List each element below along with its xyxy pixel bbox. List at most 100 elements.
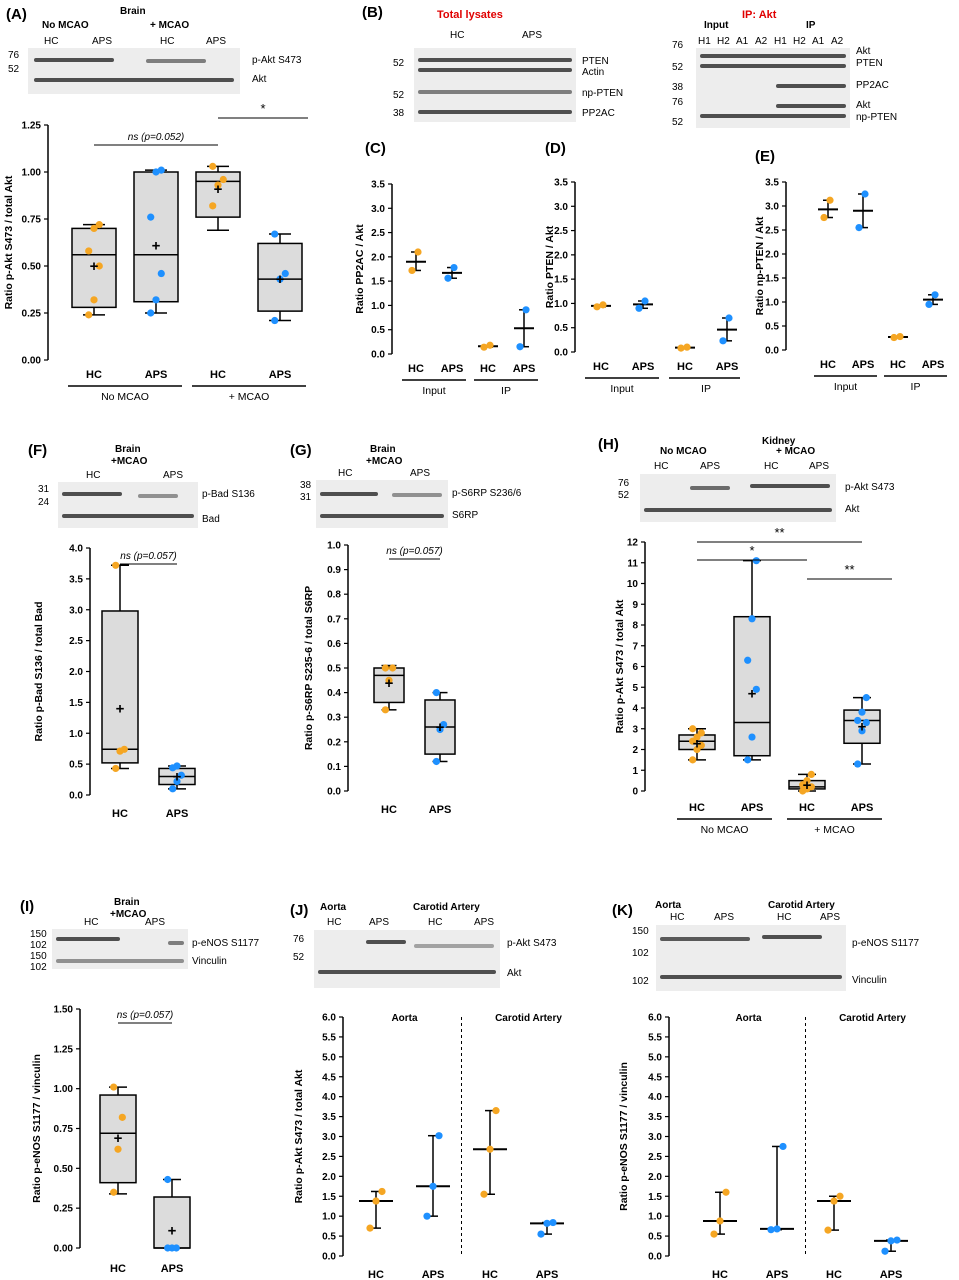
b-left-blot bbox=[414, 48, 576, 122]
k-blot-label-1: p-eNOS S1177 bbox=[852, 938, 920, 949]
sig-bracket-label: ns (p=0.057) bbox=[120, 551, 176, 562]
y-tick-label: 0.0 bbox=[322, 1252, 336, 1263]
data-point bbox=[408, 266, 416, 275]
data-point bbox=[862, 718, 870, 727]
y-tick-label: 3.0 bbox=[371, 204, 385, 215]
chart-c: 0.0 0.5 1.0 1.5 2.0 2.5 3.0 3.5 Ratio PP2AC / Ak… bbox=[355, 180, 538, 397]
y-axis-label: Ratio p-Akt S473 / total Akt bbox=[3, 175, 15, 309]
data-point bbox=[516, 343, 524, 351]
b-input: Input bbox=[704, 20, 729, 31]
y-tick-label: 1.0 bbox=[327, 541, 341, 552]
f-mw-2: 24 bbox=[38, 497, 50, 508]
g-blot-label-2: S6RP bbox=[452, 510, 479, 521]
data-point bbox=[773, 1225, 781, 1233]
data-point bbox=[486, 341, 494, 349]
data-point bbox=[593, 303, 601, 311]
x-category-label: HC bbox=[890, 359, 906, 371]
data-point bbox=[110, 1083, 118, 1091]
y-tick-label: 2.5 bbox=[322, 1152, 336, 1163]
mean-marker: + bbox=[693, 735, 702, 752]
b-ip-akt: IP: Akt bbox=[742, 9, 777, 21]
data-point bbox=[931, 291, 939, 299]
y-tick-label: 0.25 bbox=[54, 1204, 74, 1215]
mean-marker: + bbox=[114, 1130, 123, 1147]
x-category-label: HC bbox=[677, 361, 693, 373]
data-point bbox=[641, 297, 649, 305]
data-point bbox=[385, 676, 393, 684]
panel-label-k: (K) bbox=[612, 902, 633, 919]
data-point bbox=[824, 1226, 832, 1234]
x-category-label: HC bbox=[593, 361, 609, 373]
data-point bbox=[95, 221, 103, 229]
y-tick-label: 2.5 bbox=[69, 636, 83, 647]
y-tick-label: 5.5 bbox=[322, 1032, 336, 1043]
y-tick-label: 0.1 bbox=[327, 762, 341, 773]
y-tick-label: 3.0 bbox=[69, 605, 83, 616]
y-tick-label: 2.0 bbox=[322, 1172, 336, 1183]
g-blot bbox=[316, 480, 448, 528]
data-point bbox=[480, 343, 488, 351]
data-point bbox=[378, 1187, 386, 1196]
data-point bbox=[896, 332, 904, 341]
y-tick-label: 6.0 bbox=[322, 1013, 336, 1024]
data-point bbox=[147, 309, 155, 317]
y-tick-label: 2.0 bbox=[554, 250, 568, 261]
data-point bbox=[120, 745, 128, 753]
data-point bbox=[271, 230, 279, 238]
b-lane-label: A1 bbox=[736, 36, 749, 47]
i-blot-label-2: Vinculin bbox=[192, 956, 227, 967]
h-blot bbox=[640, 474, 836, 522]
y-tick-label: 3.5 bbox=[554, 178, 568, 189]
k-lane-hc2: HC bbox=[777, 912, 792, 923]
data-point bbox=[689, 756, 697, 764]
data-point bbox=[436, 725, 444, 734]
mean-marker: + bbox=[276, 271, 285, 288]
y-tick-label: 0.75 bbox=[22, 215, 42, 226]
data-point bbox=[209, 202, 217, 210]
group-label: Input bbox=[610, 383, 633, 395]
chart-a: 0.00 0.25 0.50 0.75 1.00 1.25 Ratio p-Akt S473… bbox=[3, 101, 308, 400]
chart-j: 0.0 0.5 1.0 1.5 2.0 2.5 3.0 3.5 4.0 4.5 5.0 5.5 6.0 R… bbox=[293, 1013, 564, 1280]
data-point bbox=[858, 727, 866, 735]
data-point bbox=[157, 269, 165, 278]
y-axis-label: Ratio PTEN / Akt bbox=[545, 225, 556, 308]
data-point bbox=[744, 656, 752, 664]
f-lane-hc: HC bbox=[86, 470, 101, 481]
data-point bbox=[549, 1218, 557, 1227]
b-lane-label: A2 bbox=[831, 36, 844, 47]
b-lane-label: A1 bbox=[812, 36, 825, 47]
data-point bbox=[209, 162, 217, 170]
data-point bbox=[890, 333, 898, 342]
data-point bbox=[423, 1212, 431, 1220]
b-right-label-3: PP2AC bbox=[856, 80, 889, 91]
x-category-label: HC bbox=[482, 1269, 498, 1280]
data-point bbox=[862, 694, 870, 702]
data-point bbox=[807, 770, 815, 778]
y-tick-label: 0.0 bbox=[371, 350, 385, 361]
panel-label-f: (F) bbox=[28, 442, 48, 459]
x-category-label: APS bbox=[166, 808, 189, 820]
data-point bbox=[855, 224, 863, 232]
y-tick-label: 3.5 bbox=[648, 1112, 662, 1123]
a-cond-no: No MCAO bbox=[42, 20, 89, 31]
data-point bbox=[925, 300, 933, 308]
panel-label-a: (A) bbox=[6, 6, 27, 23]
x-category-label: HC bbox=[820, 359, 836, 371]
x-category-label: HC bbox=[826, 1269, 842, 1280]
y-tick-label: 1.0 bbox=[765, 298, 779, 309]
b-right-mw-3: 38 bbox=[672, 82, 684, 93]
data-point bbox=[219, 175, 227, 184]
x-category-label: APS bbox=[441, 363, 464, 375]
a-blot-label-2: Akt bbox=[252, 74, 267, 85]
y-tick-label: 6.0 bbox=[648, 1013, 662, 1024]
y-tick-label: 4 bbox=[632, 704, 638, 715]
data-point bbox=[440, 720, 448, 729]
y-tick-label: 1.0 bbox=[322, 1212, 336, 1223]
x-category-label: HC bbox=[408, 363, 424, 375]
x-category-label: APS bbox=[513, 363, 536, 375]
y-tick-label: 0.5 bbox=[69, 760, 83, 771]
g-blot-label-1: p-S6RP S236/6 bbox=[452, 488, 522, 499]
data-point bbox=[372, 1197, 380, 1205]
y-tick-label: 0.0 bbox=[327, 787, 341, 798]
